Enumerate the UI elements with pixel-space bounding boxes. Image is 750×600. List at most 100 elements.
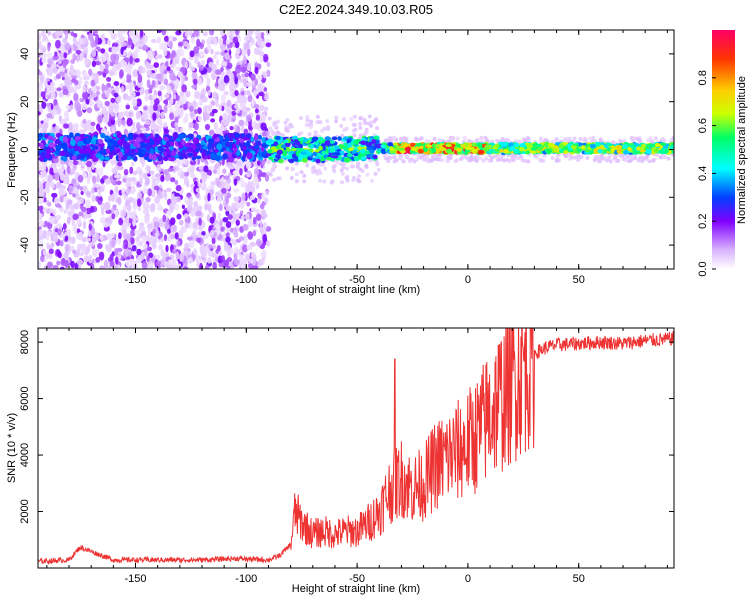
spectrogram-cell	[73, 40, 81, 46]
spectrogram-cell	[216, 180, 222, 188]
spectrogram-cell	[161, 30, 167, 36]
spectrogram-cell	[149, 84, 153, 91]
spectrogram-cell	[246, 171, 252, 178]
spectrogram-cell	[386, 158, 391, 163]
spectrogram-cell	[160, 249, 165, 257]
spectrogram-cell	[95, 36, 99, 45]
spectrogram-cell	[76, 259, 84, 266]
spectrogram-cell	[247, 63, 251, 72]
spectrogram-cell	[111, 126, 116, 134]
spectrogram-cell	[285, 117, 290, 122]
spectrogram-cell	[110, 112, 116, 117]
spectrogram-cell	[181, 204, 186, 210]
spectrogram-cell	[234, 200, 241, 210]
spectrogram-cell	[215, 101, 219, 108]
spectrogram-cell	[582, 138, 587, 143]
spectrogram-cell	[83, 211, 87, 220]
spectrogram-cell	[226, 62, 233, 70]
spectrogram-cell	[414, 137, 419, 142]
spectrogram-cell	[184, 143, 191, 148]
spectrogram-cell	[186, 250, 191, 256]
spectrogram-cell	[206, 66, 213, 73]
spectrogram-cell	[180, 126, 184, 134]
spectrogram-cell	[156, 164, 161, 172]
spectrogram-cell	[567, 156, 572, 161]
spectrogram-cell	[136, 248, 142, 256]
spectrogram-cell	[70, 68, 78, 76]
spectrogram-cell	[404, 153, 409, 158]
spectrogram-cell	[233, 252, 238, 261]
spectrogram-cell	[216, 196, 223, 203]
spectrogram-cell	[353, 127, 358, 132]
spectrogram-cell	[280, 133, 285, 138]
spectrogram-cell	[325, 119, 330, 124]
spectrogram-cell	[437, 157, 442, 162]
spectrogram-cell	[345, 178, 350, 183]
spectrogram-cell	[110, 53, 117, 62]
spectrogram-cell	[337, 136, 342, 141]
spectrogram-cell	[193, 138, 197, 143]
spectrogram-cell	[184, 61, 189, 70]
spectrogram-cell	[165, 147, 170, 153]
spectrogram-cell	[121, 187, 125, 196]
spectrogram-cell	[454, 158, 459, 163]
spectrogram-cell	[628, 158, 633, 163]
spectrogram-cell	[51, 192, 58, 198]
spectrogram-cell	[257, 32, 262, 38]
spectrogram-cell	[220, 51, 226, 57]
spectrogram-cell	[54, 51, 58, 57]
spectrogram-cell	[111, 167, 118, 175]
spectrogram-cell	[112, 103, 119, 110]
spectrogram-cell	[49, 167, 54, 176]
spectrogram-cell	[195, 210, 202, 217]
spectrogram-cell	[190, 171, 195, 179]
spectrogram-cell	[315, 114, 320, 119]
spectrogram-cell	[192, 78, 198, 86]
spectrogram-cell	[125, 259, 131, 268]
spectrogram-cell	[463, 155, 468, 160]
spectrogram-cell	[374, 126, 379, 131]
spectrogram-cell	[149, 106, 155, 115]
spectrogram-cell	[170, 63, 176, 69]
spectrogram-cell	[239, 210, 244, 215]
spectrogram-cell	[279, 155, 286, 159]
spectrogram-cell	[172, 93, 177, 100]
spectrogram-cell	[38, 103, 41, 108]
spectrogram-cell	[236, 95, 243, 104]
spectrogram-cell	[114, 85, 120, 95]
spectrogram-cell	[207, 192, 211, 202]
spectrogram-cell	[103, 115, 109, 122]
spectrogram-cell	[563, 154, 568, 159]
spectrogram-cell	[244, 72, 249, 78]
spectrogram-cell	[137, 74, 143, 83]
spectrogram-cell	[266, 69, 271, 78]
spectrogram-cell	[165, 244, 169, 253]
spectrogram-cell	[158, 153, 163, 161]
spectrogram-cell	[41, 30, 46, 37]
spectrogram-cell	[184, 76, 188, 82]
spectrogram-cell	[132, 140, 138, 147]
spectrogram-cell	[184, 171, 190, 177]
spectrogram-cell	[398, 136, 403, 141]
spectrogram-cell	[120, 85, 125, 94]
spectrogram-cell	[154, 179, 160, 186]
spectrogram-cell	[117, 196, 122, 206]
spectrogram-cell	[235, 248, 242, 255]
spectrogram-cell	[47, 105, 52, 113]
spectrogram-cell	[225, 182, 231, 190]
spectrogram-cell	[225, 221, 232, 229]
spectrogram-cell	[38, 132, 44, 138]
spectrogram-cell	[319, 162, 324, 167]
spectrogram-cell	[339, 162, 344, 167]
spectrogram-cell	[38, 205, 44, 211]
spectrogram-cell	[94, 183, 101, 188]
spectrogram-cell	[76, 109, 83, 117]
spectrogram-cell	[255, 140, 262, 146]
spectrogram-cell	[38, 228, 43, 236]
spectrogram-cell	[483, 135, 488, 140]
spectrogram-cell	[202, 31, 208, 37]
spectrogram-cell	[86, 154, 91, 160]
spectrogram-cell	[554, 158, 559, 163]
spectrogram-cell	[222, 168, 227, 175]
spectrogram-cell	[103, 259, 109, 269]
